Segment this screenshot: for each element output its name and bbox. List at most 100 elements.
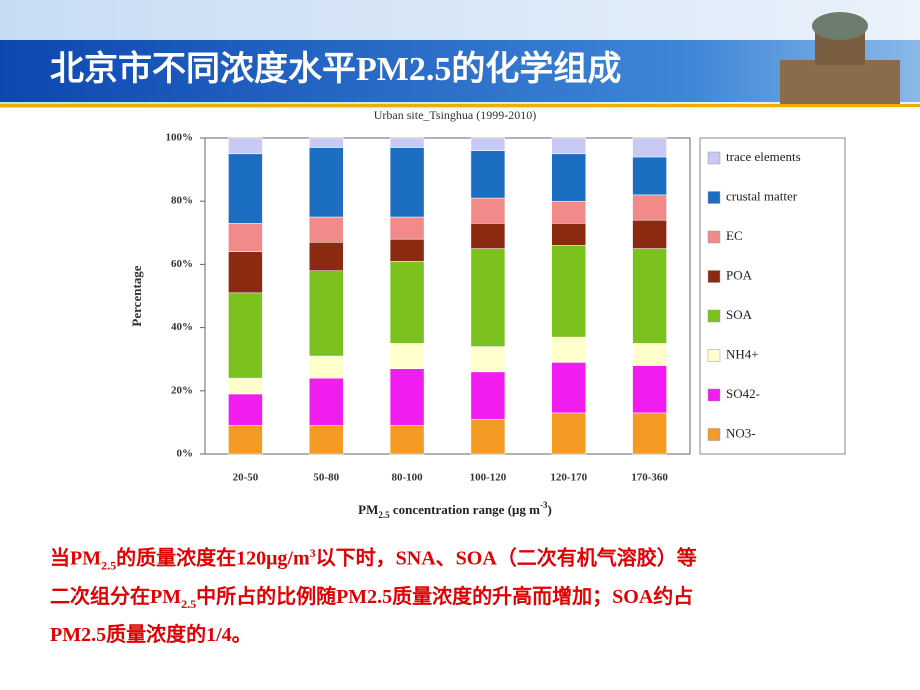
bar-segment bbox=[551, 245, 586, 338]
bar-segment bbox=[228, 153, 263, 224]
bar-segment bbox=[632, 156, 667, 196]
bar-segment bbox=[632, 219, 667, 249]
bar-segment bbox=[470, 197, 506, 224]
caption-sub: 2.5 bbox=[181, 596, 197, 611]
caption-sub: 2.5 bbox=[101, 558, 117, 573]
bar-segment bbox=[228, 425, 263, 455]
x-tick-label: 80-100 bbox=[391, 472, 423, 484]
legend-label: trace elements bbox=[726, 149, 801, 164]
legend-label: SOA bbox=[726, 307, 753, 322]
bar-segment bbox=[309, 377, 344, 426]
bar-segment bbox=[309, 137, 344, 148]
legend-swatch bbox=[707, 270, 721, 283]
y-tick-label: 40% bbox=[171, 321, 193, 333]
bar-segment bbox=[309, 147, 344, 218]
bar-segment bbox=[389, 137, 425, 148]
y-tick-label: 100% bbox=[166, 132, 194, 144]
bar-segment bbox=[551, 200, 586, 224]
bar-segment bbox=[470, 137, 506, 151]
bar-segment bbox=[470, 371, 506, 420]
bar-segment bbox=[389, 425, 425, 455]
slide-title: 北京市不同浓度水平PM2.5的化学组成 bbox=[50, 49, 621, 88]
bar-segment bbox=[470, 346, 506, 373]
caption-text: 的质量浓度在120μg/m bbox=[116, 547, 310, 570]
x-axis-label-part: -3 bbox=[540, 500, 548, 510]
legend-label: SO42- bbox=[726, 386, 760, 401]
caption-text: PM2.5质量浓度的1/4。 bbox=[50, 623, 252, 646]
bar-segment bbox=[551, 412, 586, 455]
bar-segment bbox=[228, 223, 263, 253]
bar-segment bbox=[389, 238, 425, 262]
x-tick-label: 120-170 bbox=[550, 472, 587, 484]
bar-segment bbox=[389, 147, 425, 218]
caption-text: 以下时，SNA、SOA（二次有机气溶胶）等 bbox=[315, 547, 697, 570]
x-axis-label-part: ) bbox=[547, 502, 551, 517]
x-tick-label: 100-120 bbox=[470, 472, 507, 484]
legend-swatch bbox=[707, 309, 721, 323]
bar-segment bbox=[551, 336, 586, 363]
caption-line: 当PM2.5的质量浓度在120μg/m3以下时，SNA、SOA（二次有机气溶胶）… bbox=[50, 538, 697, 582]
bar-segment bbox=[389, 368, 425, 426]
bar-segment bbox=[389, 343, 425, 369]
legend-swatch bbox=[707, 191, 721, 204]
x-axis-label-part: 2.5 bbox=[378, 510, 390, 520]
title-band bbox=[0, 40, 920, 102]
bar-segment bbox=[632, 365, 667, 414]
legend-swatch bbox=[707, 428, 721, 441]
x-tick-label: 50-80 bbox=[313, 472, 339, 484]
header-rule bbox=[0, 104, 920, 107]
bar-segment bbox=[228, 251, 263, 294]
bar-segment bbox=[470, 150, 506, 199]
legend-frame bbox=[699, 137, 846, 455]
bar-segment bbox=[309, 216, 344, 243]
x-axis-label: PM2.5 concentration range (μg m-3) bbox=[358, 500, 552, 520]
bar-segment bbox=[632, 137, 667, 158]
y-tick-label: 80% bbox=[171, 195, 193, 207]
caption-text: 二次组分在PM bbox=[50, 585, 182, 608]
y-axis-label: Percentage bbox=[129, 265, 144, 326]
legend-label: NH4+ bbox=[726, 346, 759, 361]
caption: 当PM2.5的质量浓度在120μg/m3以下时，SNA、SOA（二次有机气溶胶）… bbox=[50, 538, 697, 651]
legend-label: crustal matter bbox=[726, 188, 798, 203]
bar-segment bbox=[309, 242, 344, 271]
bar-segment bbox=[632, 194, 667, 221]
caption-line: 二次组分在PM2.5中所占的比例随PM2.5质量浓度的升高而增加；SOA约占 bbox=[50, 582, 697, 620]
x-tick-label: 20-50 bbox=[233, 472, 259, 484]
x-axis-label-part: concentration range (μg m bbox=[390, 502, 541, 517]
legend-label: NO3- bbox=[726, 425, 756, 440]
bar-segment bbox=[632, 343, 667, 366]
bar-segment bbox=[228, 137, 263, 155]
x-axis-label-part: PM bbox=[358, 502, 378, 517]
y-tick-label: 60% bbox=[171, 258, 193, 270]
legend-swatch bbox=[707, 349, 721, 362]
bar-segment bbox=[470, 418, 506, 455]
bar-segment bbox=[228, 292, 263, 379]
bar-segment bbox=[309, 355, 344, 379]
bar-segment bbox=[551, 137, 586, 155]
bar-segment bbox=[632, 248, 667, 344]
bar-segment bbox=[389, 216, 425, 240]
y-tick-label: 0% bbox=[177, 448, 194, 460]
legend-swatch bbox=[707, 151, 721, 165]
caption-text: 中所占的比例随PM2.5质量浓度的升高而增加；SOA约占 bbox=[196, 585, 694, 608]
bar-segment bbox=[309, 425, 344, 455]
bar-segment bbox=[551, 153, 586, 202]
legend-swatch bbox=[707, 230, 721, 244]
bar-segment bbox=[470, 248, 506, 347]
bar-segment bbox=[551, 362, 586, 414]
caption-text: 当PM bbox=[50, 547, 102, 570]
x-tick-label: 170-360 bbox=[631, 472, 668, 484]
chart-title: Urban site_Tsinghua (1999-2010) bbox=[374, 108, 536, 122]
legend-label: POA bbox=[726, 267, 753, 282]
bar-segment bbox=[632, 412, 667, 455]
y-tick-label: 20% bbox=[171, 384, 193, 396]
bar-segment bbox=[228, 393, 263, 426]
legend-label: EC bbox=[726, 228, 743, 243]
legend-swatch bbox=[707, 388, 721, 402]
caption-line: PM2.5质量浓度的1/4。 bbox=[50, 620, 697, 651]
bar-segment bbox=[228, 377, 263, 395]
bar-segment bbox=[389, 260, 425, 344]
bar-segment bbox=[551, 223, 586, 246]
